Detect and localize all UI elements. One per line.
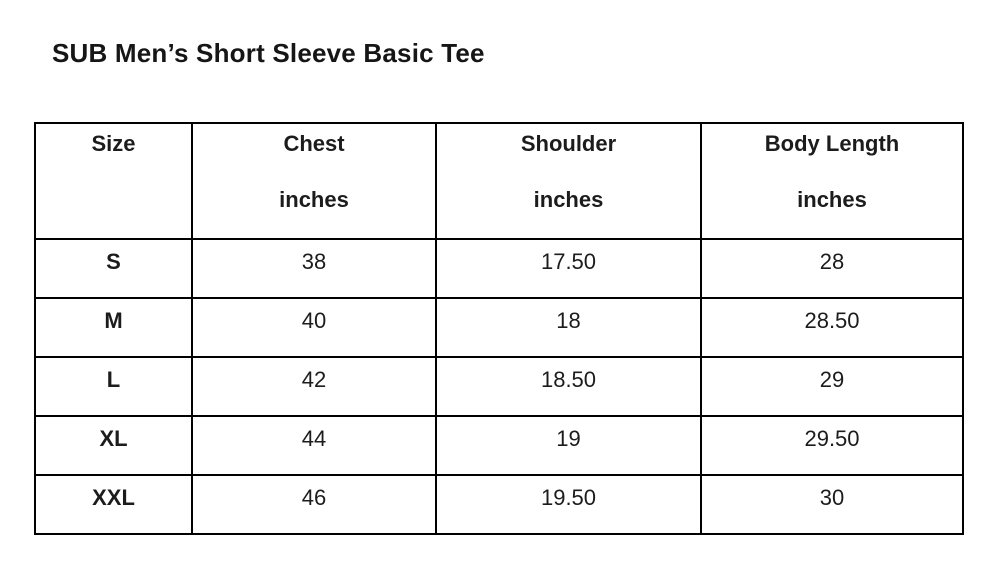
cell-shoulder: 18.50 bbox=[435, 356, 702, 417]
column-header-body-length-label: Body Length bbox=[764, 131, 900, 156]
column-header-size: Size bbox=[34, 122, 193, 240]
cell-chest: 42 bbox=[191, 356, 437, 417]
cell-body-length: 28 bbox=[700, 238, 964, 299]
cell-chest: 44 bbox=[191, 415, 437, 476]
cell-size: L bbox=[34, 356, 193, 417]
table-row-xl: XL 44 19 29.50 bbox=[34, 415, 964, 476]
cell-size: XXL bbox=[34, 474, 193, 535]
column-header-chest-label: Chest bbox=[283, 131, 345, 156]
column-header-body-length-sublabel: inches bbox=[797, 187, 867, 212]
column-header-shoulder-label: Shoulder bbox=[520, 131, 617, 156]
column-header-body-length: Body Length inches bbox=[700, 122, 964, 240]
column-header-chest-sublabel: inches bbox=[279, 187, 349, 212]
table-row-s: S 38 17.50 28 bbox=[34, 238, 964, 299]
cell-chest: 46 bbox=[191, 474, 437, 535]
table-row-l: L 42 18.50 29 bbox=[34, 356, 964, 417]
cell-chest: 38 bbox=[191, 238, 437, 299]
column-header-size-label: Size bbox=[91, 131, 136, 156]
cell-shoulder: 19 bbox=[435, 415, 702, 476]
table-row-xxl: XXL 46 19.50 30 bbox=[34, 474, 964, 535]
column-header-shoulder-sublabel: inches bbox=[533, 187, 604, 212]
column-header-shoulder: Shoulder inches bbox=[435, 122, 702, 240]
cell-body-length: 29 bbox=[700, 356, 964, 417]
cell-body-length: 29.50 bbox=[700, 415, 964, 476]
document-title: SUB Men’s Short Sleeve Basic Tee bbox=[52, 38, 485, 68]
cell-body-length: 28.50 bbox=[700, 297, 964, 358]
size-chart-table: Size Chest inches Shoulder inches Body L… bbox=[34, 122, 964, 535]
header-row: Size Chest inches Shoulder inches Body L… bbox=[34, 122, 964, 240]
cell-body-length: 30 bbox=[700, 474, 964, 535]
cell-size: S bbox=[34, 238, 193, 299]
cell-chest: 40 bbox=[191, 297, 437, 358]
cell-shoulder: 18 bbox=[435, 297, 702, 358]
cell-shoulder: 19.50 bbox=[435, 474, 702, 535]
column-header-chest: Chest inches bbox=[191, 122, 437, 240]
table-row-m: M 40 18 28.50 bbox=[34, 297, 964, 358]
cell-size: M bbox=[34, 297, 193, 358]
cell-size: XL bbox=[34, 415, 193, 476]
cell-shoulder: 17.50 bbox=[435, 238, 702, 299]
